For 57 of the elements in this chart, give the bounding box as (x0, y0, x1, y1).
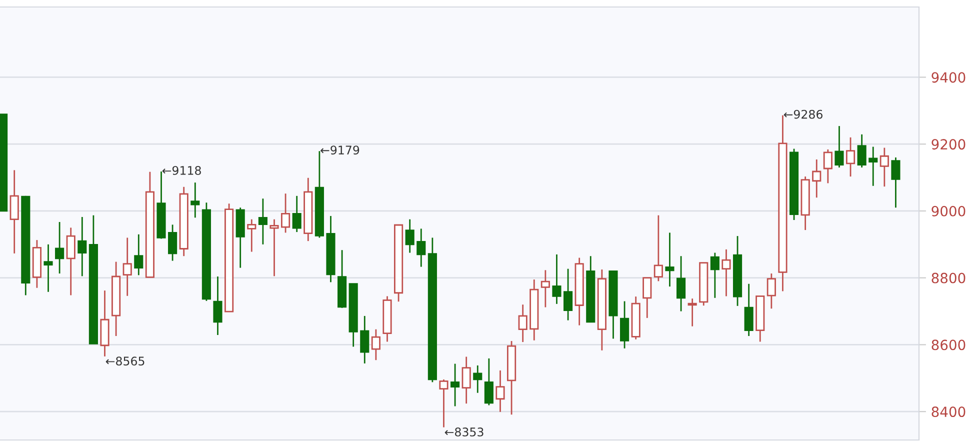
candlestick (44, 244, 53, 293)
candlestick (247, 218, 256, 252)
y-tick-label: 8800 (932, 272, 966, 284)
candlestick (540, 269, 550, 308)
candlestick (732, 235, 742, 307)
candlestick (10, 169, 19, 254)
candlestick (304, 177, 313, 242)
candlestick (496, 370, 505, 413)
candlestick (530, 278, 539, 342)
candlestick (473, 364, 482, 394)
annotation: ←9179 (320, 146, 360, 155)
annotation: ←9118 (162, 166, 201, 175)
candlestick (416, 228, 426, 268)
candlestick (190, 182, 200, 218)
candlestick (574, 257, 584, 326)
candlestick (880, 147, 889, 188)
candlestick (722, 248, 731, 297)
candlestick (100, 290, 110, 358)
candlestick (66, 226, 76, 296)
candlestick (688, 298, 697, 328)
candlestick (676, 255, 686, 312)
candlestick (563, 268, 573, 321)
candlestick (236, 206, 245, 268)
candlestick (258, 198, 268, 246)
candlestick (552, 254, 562, 305)
candlestick (382, 296, 392, 342)
candlestick (360, 315, 370, 364)
annotation: ←9286 (784, 110, 822, 119)
candlestick (812, 158, 822, 198)
candlestick (213, 276, 222, 336)
annotation: ←8565 (106, 356, 144, 366)
candlestick (112, 261, 121, 337)
candlestick (846, 136, 856, 178)
candlestick (518, 304, 528, 343)
candlestick (326, 215, 336, 283)
y-tick-label: 8400 (932, 406, 966, 418)
candlestick (292, 195, 302, 233)
y-tick-label: 9000 (932, 206, 966, 216)
candlestick (371, 328, 380, 361)
candlestick (766, 272, 776, 310)
candlestick (122, 237, 132, 297)
annotation: ←8353 (444, 428, 484, 436)
candlestick (450, 363, 460, 407)
y-tick-label: 8600 (932, 340, 966, 350)
candlestick (78, 216, 87, 277)
candlestick (744, 283, 754, 337)
candlestick (270, 218, 279, 277)
candlestick (405, 218, 414, 254)
candlestick (134, 234, 144, 276)
candlestick (179, 186, 188, 257)
y-tick-label: 9200 (932, 139, 966, 150)
candlestick (597, 268, 606, 352)
y-tick-label: 9400 (932, 72, 966, 83)
candlestick (868, 146, 878, 187)
candlestick (55, 221, 64, 274)
candlestick (462, 356, 471, 404)
candlestick (665, 232, 674, 288)
